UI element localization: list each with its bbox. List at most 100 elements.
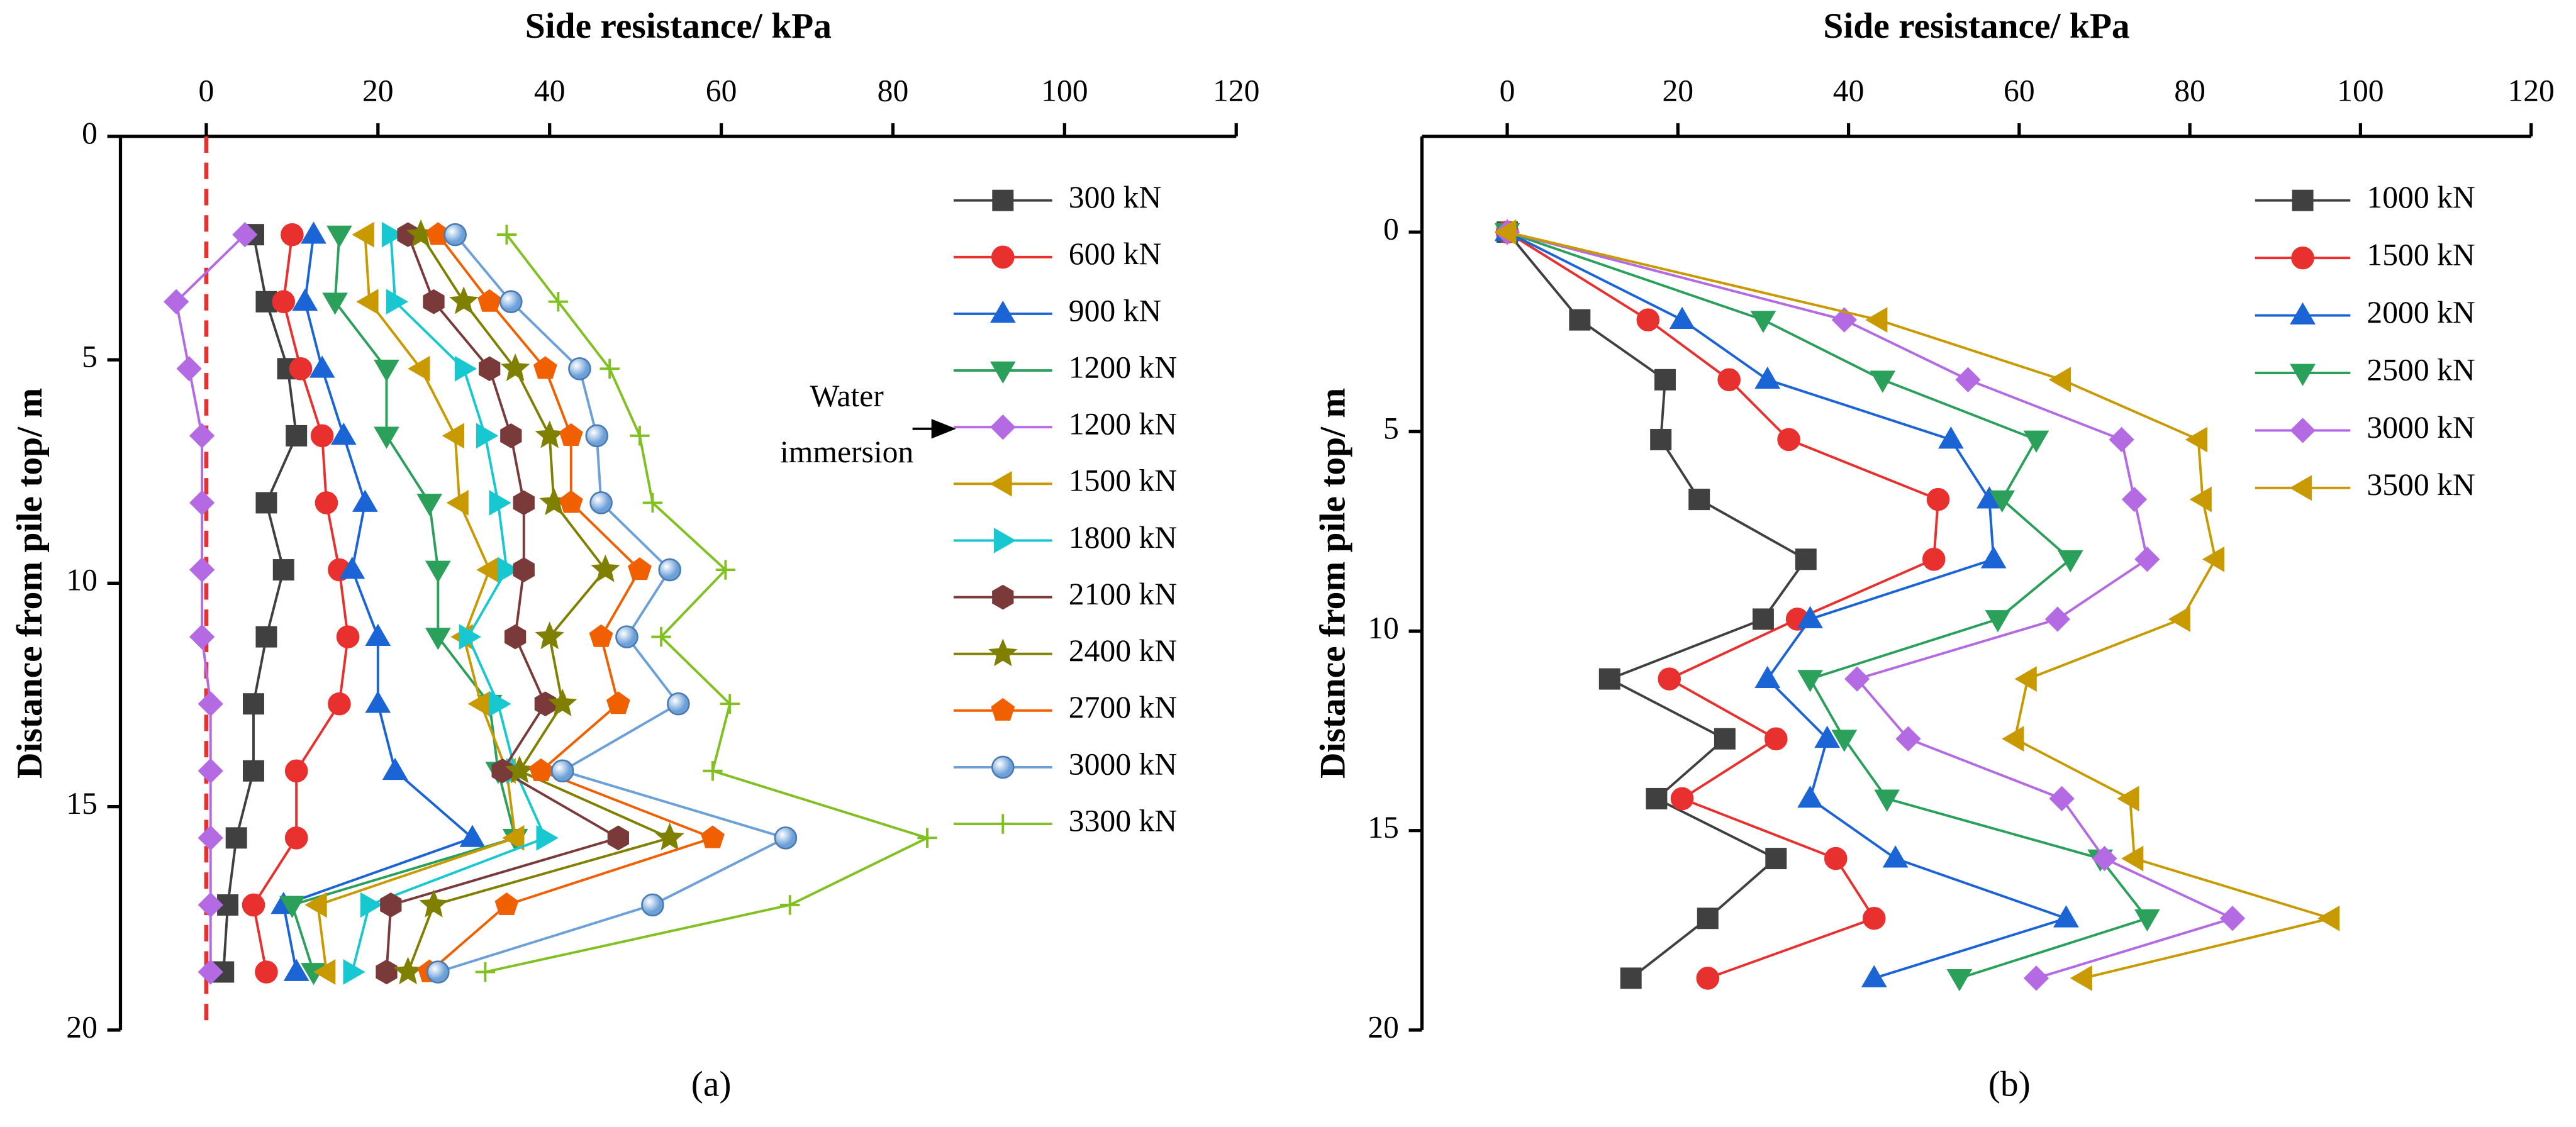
marker (2185, 426, 2208, 453)
marker (1754, 665, 1781, 688)
marker (489, 490, 511, 516)
marker (284, 826, 308, 850)
marker (550, 759, 574, 783)
series-line (428, 233, 716, 973)
marker (232, 222, 258, 248)
legend-label: 900 kN (1069, 293, 1162, 328)
marker (242, 893, 265, 917)
marker (1797, 606, 1823, 628)
marker (1922, 547, 1946, 571)
marker (2290, 418, 2316, 443)
marker (164, 289, 189, 314)
marker (1598, 668, 1620, 690)
x-tick-label: 20 (1662, 73, 1693, 108)
marker (993, 528, 1017, 553)
y-tick-label: 5 (1383, 411, 1399, 446)
marker (255, 626, 277, 648)
marker (2023, 965, 2049, 991)
marker (992, 584, 1014, 610)
marker (374, 426, 399, 449)
marker (408, 355, 430, 382)
marker (2134, 547, 2160, 572)
marker (496, 225, 517, 245)
x-tick-label: 40 (534, 73, 566, 108)
marker (548, 292, 569, 312)
marker (529, 758, 553, 781)
marker (494, 892, 519, 916)
marker (1824, 847, 1848, 870)
marker (292, 288, 318, 311)
y-tick-label: 5 (82, 339, 98, 374)
marker (283, 958, 309, 981)
marker (2053, 905, 2079, 928)
legend-label: 2100 kN (1069, 577, 1177, 611)
marker (1831, 730, 1858, 752)
annotation: immersion (780, 435, 913, 469)
legend-label: 1200 kN (1069, 407, 1177, 441)
marker (1955, 367, 1981, 392)
marker (189, 423, 215, 449)
marker (1717, 368, 1741, 392)
marker (1946, 969, 1973, 992)
legend-label: 3300 kN (1069, 803, 1177, 838)
marker (990, 301, 1016, 323)
marker (535, 621, 564, 650)
marker (360, 892, 383, 918)
marker (339, 557, 365, 579)
marker (1865, 307, 1888, 333)
legend-label: 3000 kN (1069, 747, 1177, 781)
marker (628, 557, 652, 580)
marker (2014, 666, 2037, 692)
marker (1980, 546, 2007, 569)
marker (1797, 786, 1823, 808)
marker (1938, 426, 1964, 449)
legend-label: 1800 kN (1069, 520, 1177, 555)
marker (2189, 486, 2212, 513)
marker (1750, 311, 1776, 333)
marker (2317, 905, 2340, 931)
marker (336, 625, 360, 648)
marker (548, 688, 577, 716)
marker (606, 691, 630, 714)
marker (589, 491, 613, 514)
marker (2168, 606, 2190, 632)
marker (720, 694, 740, 714)
legend-label: 2000 kN (2367, 295, 2475, 330)
marker (1636, 308, 1660, 331)
x-tick-label: 80 (2174, 73, 2205, 108)
marker (255, 291, 277, 313)
marker (500, 423, 522, 448)
series-line (175, 233, 246, 972)
marker (198, 758, 223, 784)
marker (189, 490, 215, 516)
marker (419, 889, 449, 918)
marker (330, 422, 357, 445)
marker (198, 959, 223, 985)
marker (2023, 430, 2049, 453)
x-tick-label: 0 (1500, 73, 1515, 108)
marker (703, 761, 723, 781)
marker (992, 189, 1014, 211)
marker (313, 959, 336, 985)
marker (443, 223, 467, 247)
marker (255, 492, 277, 514)
marker (568, 357, 591, 380)
x-axis-label: Side resistance/ kPa (1823, 6, 2129, 46)
marker (990, 361, 1016, 384)
marker (502, 824, 525, 851)
series-line (406, 234, 674, 973)
marker (476, 423, 499, 449)
marker (607, 825, 629, 851)
marker (1844, 666, 1870, 692)
marker (189, 624, 215, 650)
y-tick-label: 0 (1383, 211, 1399, 246)
marker (2219, 906, 2246, 931)
legend-label: 1000 kN (2367, 180, 2475, 214)
marker (315, 491, 338, 514)
marker (513, 557, 535, 582)
marker (1861, 965, 1887, 987)
series-line (484, 233, 931, 974)
x-axis-label: Side resistance/ kPa (525, 6, 832, 46)
marker (1688, 489, 1710, 511)
marker (1795, 548, 1817, 570)
